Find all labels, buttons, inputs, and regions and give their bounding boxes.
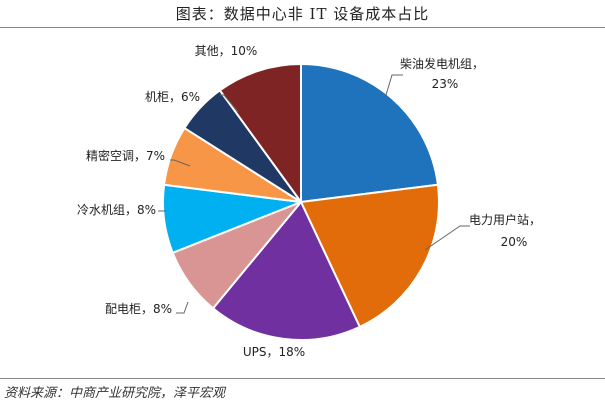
pie-slice-2 [211,200,362,341]
leader-line-3 [170,159,191,167]
pie-chart: 柴油发电机组， 23% 电力用户站， 20% UPS，18% 配电柜，8% 冷水… [77,44,541,359]
title-divider [0,27,605,28]
slice-label-diesel-generator-name: 柴油发电机组， [400,56,484,71]
slice-label-chiller-unit: 冷水机组，8% [77,203,156,217]
chart-title: 图表：数据中心非 IT 设备成本占比 [175,5,430,23]
slice-label-cabinet: 机柜，6% [145,90,200,104]
pie-slice-1 [299,183,440,329]
leader-line-5 [176,301,189,314]
source-note: 资料来源：中商产业研究院，泽平宏观 [4,386,226,401]
slice-label-power-substation-value: 20% [501,235,528,249]
slice-label-precision-ac: 精密空调，7% [86,148,165,163]
leader-line-0 [385,74,403,96]
leader-line-1 [424,225,470,251]
pie-slices [162,62,440,341]
slice-label-power-substation-name: 电力用户站， [469,212,541,227]
slice-label-ups: UPS，18% [243,345,305,359]
slice-label-distribution-cabinet: 配电柜，8% [105,302,172,316]
source-divider [0,378,605,379]
leader-lines [158,74,470,314]
slice-label-other: 其他，10% [195,44,258,58]
leader-line-2 [220,94,239,113]
slice-label-diesel-generator-value: 23% [432,77,459,91]
pie-slice-0 [300,62,440,204]
pie-slice-7 [218,62,302,206]
